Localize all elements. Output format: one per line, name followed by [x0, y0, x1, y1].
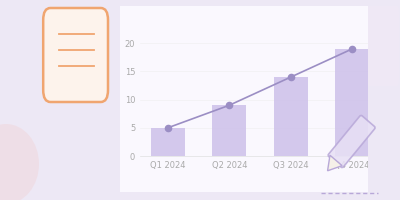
Bar — [151, 128, 185, 156]
Ellipse shape — [0, 124, 39, 200]
Polygon shape — [328, 155, 342, 171]
FancyBboxPatch shape — [367, 6, 399, 86]
Bar — [274, 77, 308, 156]
Point — [226, 104, 232, 107]
Point — [349, 47, 355, 51]
Bar — [335, 49, 369, 156]
FancyBboxPatch shape — [328, 115, 375, 168]
Point — [165, 126, 171, 129]
FancyBboxPatch shape — [43, 8, 108, 102]
Point — [288, 75, 294, 79]
Bar — [212, 105, 246, 156]
